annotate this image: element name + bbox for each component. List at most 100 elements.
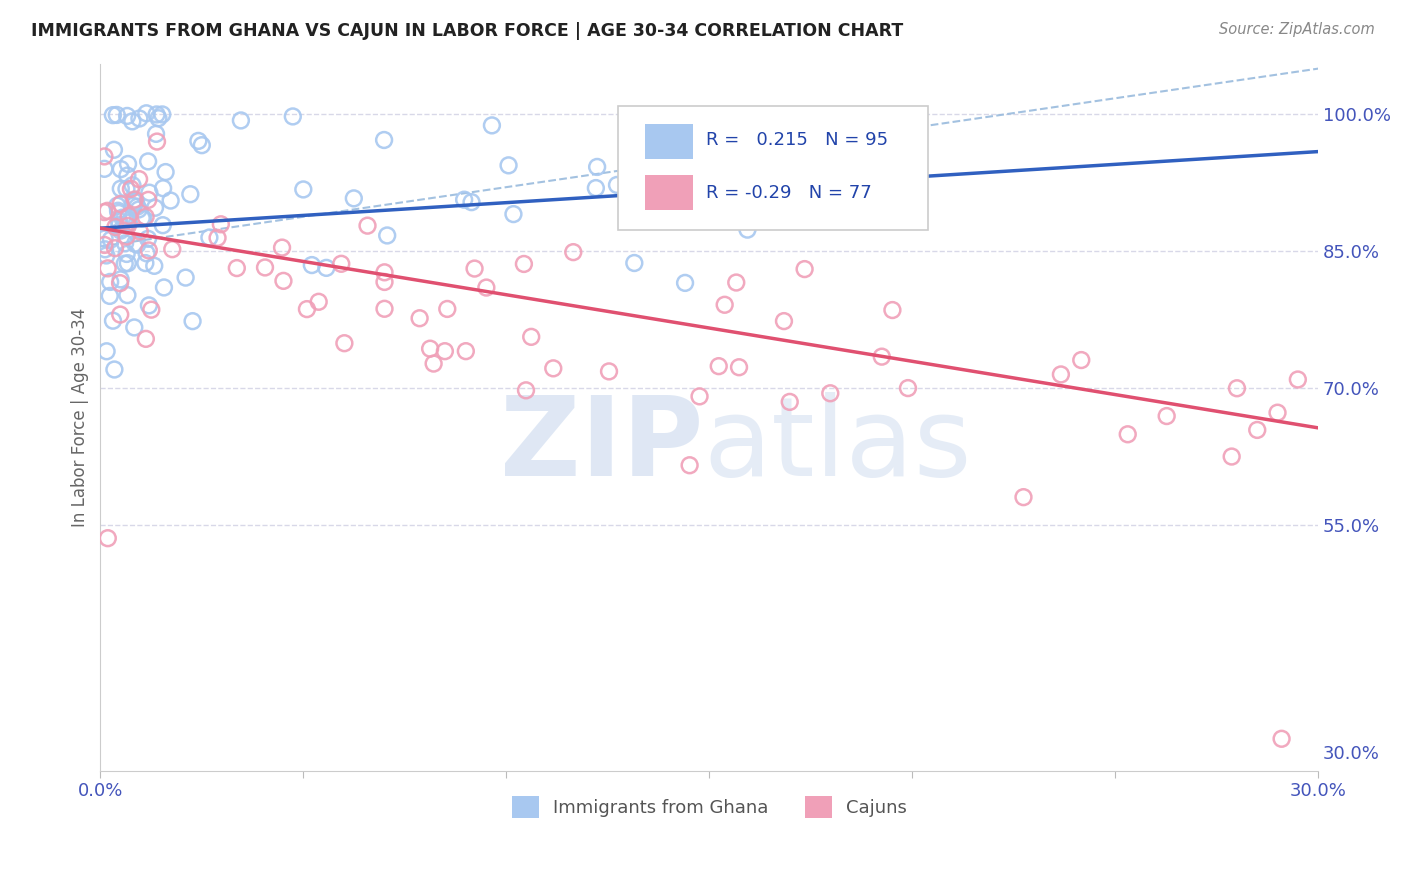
Point	[408, 311, 430, 326]
Point	[737, 222, 759, 236]
Point	[141, 302, 163, 317]
Point	[273, 274, 295, 288]
Point	[115, 109, 138, 123]
Point	[373, 265, 395, 279]
Point	[793, 262, 815, 277]
Point	[301, 258, 323, 272]
Point	[93, 161, 115, 176]
Point	[1267, 406, 1289, 420]
Point	[897, 381, 920, 395]
FancyBboxPatch shape	[617, 106, 928, 230]
Point	[143, 259, 166, 273]
Point	[713, 298, 735, 312]
Point	[343, 191, 366, 205]
Point	[131, 211, 153, 226]
Point	[162, 242, 184, 256]
Point	[138, 298, 160, 312]
Point	[97, 261, 120, 276]
Point	[436, 301, 458, 316]
Point	[118, 209, 141, 223]
Point	[136, 154, 159, 169]
Text: R = -0.29   N = 77: R = -0.29 N = 77	[706, 184, 872, 202]
Point	[1070, 353, 1092, 368]
Point	[122, 194, 145, 208]
Point	[128, 224, 150, 238]
Point	[103, 143, 125, 157]
Point	[111, 211, 134, 225]
Point	[179, 187, 201, 202]
Point	[1050, 368, 1073, 382]
Point	[132, 211, 155, 226]
Point	[1246, 423, 1268, 437]
Point	[118, 216, 141, 230]
Point	[124, 236, 146, 251]
Point	[181, 314, 204, 328]
Point	[191, 138, 214, 153]
Point	[1220, 450, 1243, 464]
Point	[229, 113, 252, 128]
Point	[198, 230, 221, 244]
Point	[1286, 372, 1309, 386]
Point	[121, 178, 143, 193]
Point	[96, 248, 118, 262]
Point	[93, 238, 115, 252]
Bar	[645, 124, 693, 160]
Point	[207, 231, 229, 245]
Point	[97, 531, 120, 545]
Point	[150, 107, 173, 121]
Point	[498, 158, 520, 172]
Point	[187, 134, 209, 148]
Point	[773, 314, 796, 328]
Point	[870, 350, 893, 364]
Point	[117, 169, 139, 183]
Point	[110, 308, 132, 322]
Point	[659, 190, 682, 204]
Point	[143, 201, 166, 215]
Point	[145, 107, 167, 121]
Point	[101, 108, 124, 122]
Point	[128, 112, 150, 126]
Point	[135, 332, 157, 346]
Point	[108, 276, 131, 290]
Text: atlas: atlas	[703, 392, 972, 500]
Point	[114, 236, 136, 251]
Point	[475, 280, 498, 294]
Text: R =   0.215   N = 95: R = 0.215 N = 95	[706, 131, 887, 149]
Point	[145, 127, 167, 141]
Point	[1156, 409, 1178, 423]
Point	[460, 195, 482, 210]
Point	[152, 218, 174, 232]
Point	[481, 119, 503, 133]
Point	[127, 200, 149, 214]
Point	[117, 288, 139, 302]
Point	[419, 342, 441, 356]
Point	[134, 256, 156, 270]
Point	[779, 395, 801, 409]
Point	[101, 314, 124, 328]
Point	[136, 232, 159, 246]
Point	[124, 193, 146, 207]
Point	[373, 301, 395, 316]
Point	[433, 344, 456, 359]
Point	[333, 336, 356, 351]
Point	[689, 389, 711, 403]
Point	[115, 182, 138, 196]
Point	[93, 205, 115, 219]
Point	[128, 202, 150, 217]
Point	[115, 229, 138, 244]
Point	[422, 357, 444, 371]
Point	[96, 203, 118, 218]
Legend: Immigrants from Ghana, Cajuns: Immigrants from Ghana, Cajuns	[505, 789, 914, 825]
Point	[707, 359, 730, 373]
Point	[136, 193, 159, 207]
Point	[520, 330, 543, 344]
Point	[98, 289, 121, 303]
Point	[1226, 381, 1249, 395]
Point	[673, 276, 696, 290]
Point	[159, 194, 181, 208]
Point	[110, 181, 132, 195]
Text: ZIP: ZIP	[499, 392, 703, 500]
Point	[117, 219, 139, 233]
Point	[678, 458, 700, 473]
Point	[110, 272, 132, 286]
